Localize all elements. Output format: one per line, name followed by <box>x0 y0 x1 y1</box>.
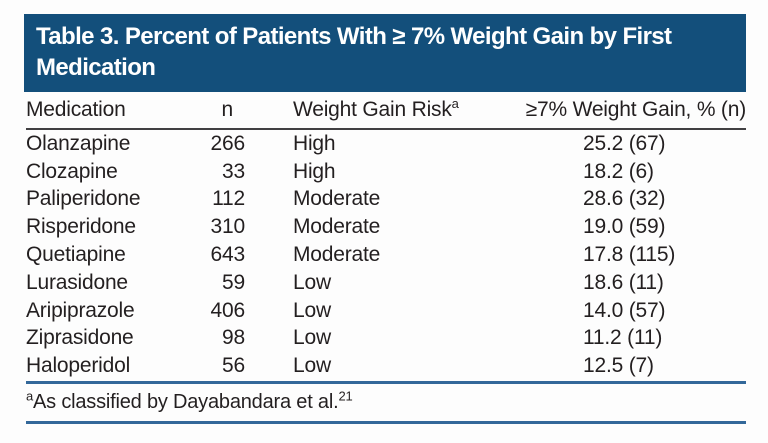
cell-risk: Low <box>293 270 331 294</box>
cell-medication: Olanzapine <box>26 131 131 155</box>
table-row: Aripiprazole 406 Low 14.0 (57) <box>26 297 746 325</box>
cell-n: 266 <box>210 131 246 155</box>
table-row: Ziprasidone 98 Low 11.2 (11) <box>26 325 746 353</box>
footnote-superscript-a: a <box>26 388 34 404</box>
column-header-weight-gain: ≥7% Weight Gain, % (n) <box>525 98 747 121</box>
table-row: Clozapine 33 High 18.2 (6) <box>26 158 746 186</box>
cell-risk: Moderate <box>293 215 381 239</box>
cell-n: 59 <box>222 270 245 294</box>
table-header-row: Medication n Weight Gain Riska ≥7% Weigh… <box>26 92 746 130</box>
cell-risk: High <box>293 131 336 155</box>
footnote-marker-a: a <box>451 96 459 111</box>
table-row: Lurasidone 59 Low 18.6 (11) <box>26 269 746 297</box>
table-row: Risperidone 310 Moderate 19.0 (59) <box>26 213 746 241</box>
cell-medication: Risperidone <box>26 215 136 239</box>
cell-weight-gain: 18.6 (11) <box>583 270 664 294</box>
cell-weight-gain: 14.0 (57) <box>583 298 666 322</box>
table-title: Table 3. Percent of Patients With ≥ 7% W… <box>36 23 672 81</box>
table-row: Quetiapine 643 Moderate 17.8 (115) <box>26 241 746 269</box>
cell-risk: Low <box>293 298 331 322</box>
cell-weight-gain: 18.2 (6) <box>583 159 654 183</box>
table-body: Medication n Weight Gain Riska ≥7% Weigh… <box>26 92 746 425</box>
cell-medication: Ziprasidone <box>26 326 134 350</box>
column-header-medication: Medication <box>26 98 126 121</box>
table-row: Olanzapine 266 High 25.2 (67) <box>26 130 746 158</box>
cell-weight-gain: 25.2 (67) <box>583 131 666 155</box>
cell-medication: Paliperidone <box>26 187 141 211</box>
cell-weight-gain: 28.6 (32) <box>583 187 666 211</box>
cell-weight-gain: 11.2 (11) <box>583 326 663 350</box>
cell-weight-gain: 17.8 (115) <box>583 243 676 267</box>
table-title-bar: Table 3. Percent of Patients With ≥ 7% W… <box>24 14 746 92</box>
cell-risk: Low <box>293 326 331 350</box>
table-footnote: aAs classified by Dayabandara et al.21 <box>26 384 746 420</box>
cell-risk: Moderate <box>293 187 381 211</box>
cell-medication: Lurasidone <box>26 270 128 294</box>
cell-n: 406 <box>210 298 246 322</box>
cell-weight-gain: 12.5 (7) <box>583 354 654 378</box>
table-row: Haloperidol 56 Low 12.5 (7) <box>26 352 746 380</box>
footnote-text: aAs classified by Dayabandara et al.21 <box>26 388 353 413</box>
cell-n: 56 <box>222 354 245 378</box>
cell-medication: Quetiapine <box>26 243 126 267</box>
column-header-n: n <box>221 98 234 121</box>
cell-risk: High <box>293 159 336 183</box>
cell-n: 112 <box>212 187 245 211</box>
cell-medication: Clozapine <box>26 159 118 183</box>
cell-n: 98 <box>222 326 245 350</box>
cell-risk: Moderate <box>293 243 381 267</box>
cell-medication: Aripiprazole <box>26 298 135 322</box>
footnote-top-rule <box>26 381 746 385</box>
table-row: Paliperidone 112 Moderate 28.6 (32) <box>26 186 746 214</box>
cell-risk: Low <box>293 354 331 378</box>
table-bottom-rule <box>26 421 746 425</box>
cell-n: 33 <box>222 159 245 183</box>
column-header-risk: Weight Gain Riska <box>293 96 459 121</box>
cell-n: 310 <box>210 215 246 239</box>
cell-n: 643 <box>210 243 246 267</box>
footnote-reference-21: 21 <box>338 388 353 404</box>
cell-weight-gain: 19.0 (59) <box>583 215 666 239</box>
cell-medication: Haloperidol <box>26 354 131 378</box>
